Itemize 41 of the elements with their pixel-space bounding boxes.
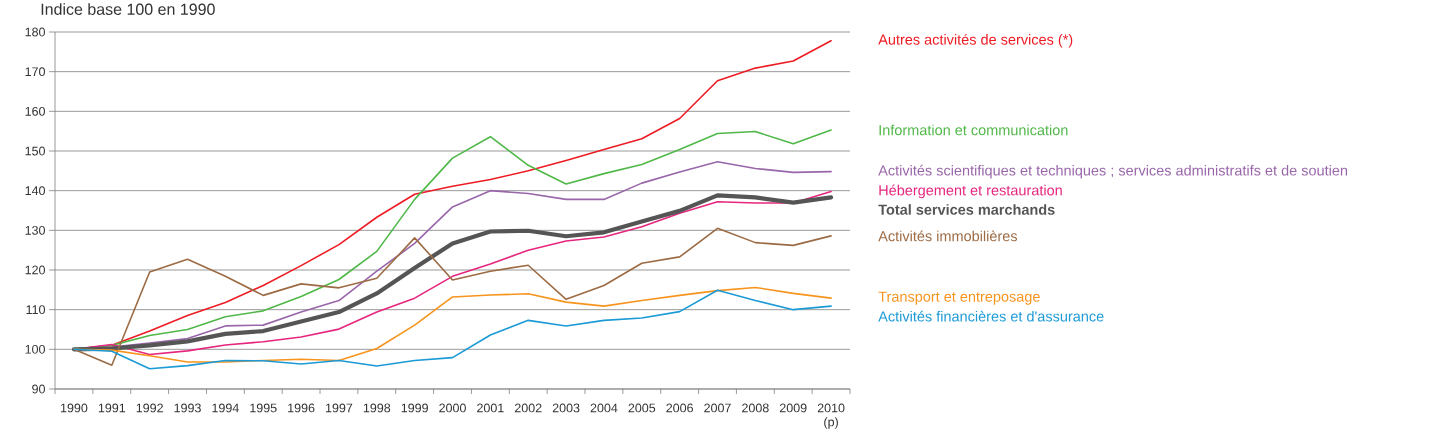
y-tick-label: 110 bbox=[26, 305, 45, 315]
x-tick-label: 2003 bbox=[552, 403, 580, 413]
y-tick-label: 140 bbox=[25, 186, 45, 196]
x-tick-label: 2000 bbox=[439, 403, 466, 413]
y-tick-label: 180 bbox=[25, 27, 45, 37]
x-tick-label: 1999 bbox=[401, 403, 428, 413]
x-tick-label: 1994 bbox=[212, 403, 239, 413]
text: Activités scientifiques et techniques ; services administratifs et de soutien bbox=[878, 164, 1348, 179]
x-tick-label: 1995 bbox=[250, 403, 277, 413]
text: Information et communication bbox=[879, 124, 1068, 136]
x-tick-label: 2010 (p) bbox=[817, 403, 845, 429]
y-tick-label: 100 bbox=[25, 344, 45, 354]
x-tick-label: 1998 bbox=[363, 403, 391, 413]
text: Total services marchands bbox=[878, 204, 1055, 215]
y-tick-label: 150 bbox=[25, 146, 45, 156]
x-tick-label: 2005 bbox=[628, 403, 656, 413]
x-tick-label: 2002 bbox=[514, 403, 542, 413]
y-tick-label: 130 bbox=[25, 225, 45, 235]
y-tick-label: 170 bbox=[25, 67, 45, 77]
x-tick-label: 2006 bbox=[666, 403, 693, 413]
x-tick-label: 1990 bbox=[61, 403, 88, 413]
line-series bbox=[73, 227, 832, 366]
y-tick-label: 160 bbox=[25, 106, 45, 116]
y-tick-label: 120 bbox=[25, 265, 45, 275]
x-tick-label: 1992 bbox=[136, 403, 163, 413]
text: Hébergement et restauration bbox=[879, 184, 1062, 199]
text: Activités financières et d'assurance bbox=[878, 310, 1104, 322]
x-tick-label: 1997 bbox=[326, 403, 353, 413]
y-tick-label: 90 bbox=[32, 384, 45, 394]
x-tick-label: 2001 bbox=[477, 403, 504, 413]
x-tick-label: 1996 bbox=[288, 403, 315, 413]
x-tick-label: 1991 bbox=[98, 403, 126, 413]
text: Autres activités de services (*) bbox=[878, 33, 1073, 48]
x-tick-label: 2009 bbox=[779, 403, 807, 413]
x-tick-label: 2008 bbox=[742, 403, 769, 413]
x-tick-label: 2004 bbox=[590, 403, 618, 413]
text: Transport et entreposage bbox=[878, 291, 1040, 305]
text: Activités immobilières bbox=[878, 230, 1018, 242]
chart-title: Indice base 100 en 1990 bbox=[41, 3, 215, 15]
x-tick-label: 2007 bbox=[704, 403, 731, 413]
x-tick-label: 1993 bbox=[174, 403, 201, 413]
